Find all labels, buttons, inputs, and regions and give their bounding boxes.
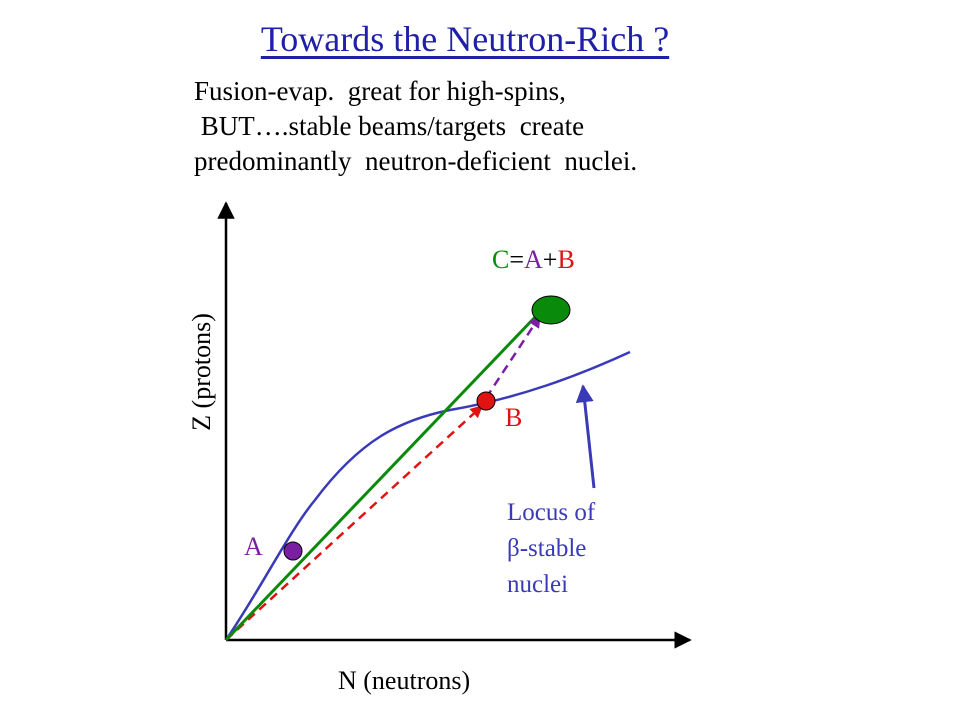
slide-title: Towards the Neutron-Rich ?	[260, 19, 670, 59]
x-axis-label: N (neutrons)	[338, 666, 471, 695]
point-b-label: B	[505, 403, 523, 432]
point-c-label-plus: +	[542, 245, 558, 274]
locus-line-1: Locus of	[507, 499, 596, 526]
vector-origin-to-c	[224, 312, 540, 642]
stability-locus-label: Locus of β-stable nuclei	[507, 495, 595, 603]
point-c-label: C=A+B	[492, 245, 575, 275]
point-b	[476, 391, 496, 411]
locus-pointer-arrow	[575, 384, 596, 489]
vector-b-to-c	[484, 314, 542, 399]
vector-origin-to-b	[225, 405, 483, 641]
stability-curve	[224, 350, 631, 641]
point-c-label-eq: =	[509, 245, 525, 274]
subtitle-line-2: BUT….stable beams/targets create	[194, 111, 585, 141]
point-c-label-c: C	[492, 245, 510, 274]
slide-subtitle: Fusion-evap. great for high-spins, BUT….…	[194, 74, 637, 179]
locus-line-3: nuclei	[507, 571, 569, 598]
locus-line-2: β-stable	[507, 535, 587, 562]
y-axis-label: Z (protons)	[187, 313, 216, 431]
point-c-label-a: A	[524, 245, 543, 274]
point-a-label: A	[244, 532, 263, 561]
subtitle-line-1: Fusion-evap. great for high-spins,	[194, 76, 566, 106]
subtitle-line-3: predominantly neutron-deficient nuclei.	[194, 146, 638, 176]
point-a	[283, 541, 303, 561]
point-c	[531, 295, 571, 325]
point-c-label-b: B	[557, 245, 575, 274]
